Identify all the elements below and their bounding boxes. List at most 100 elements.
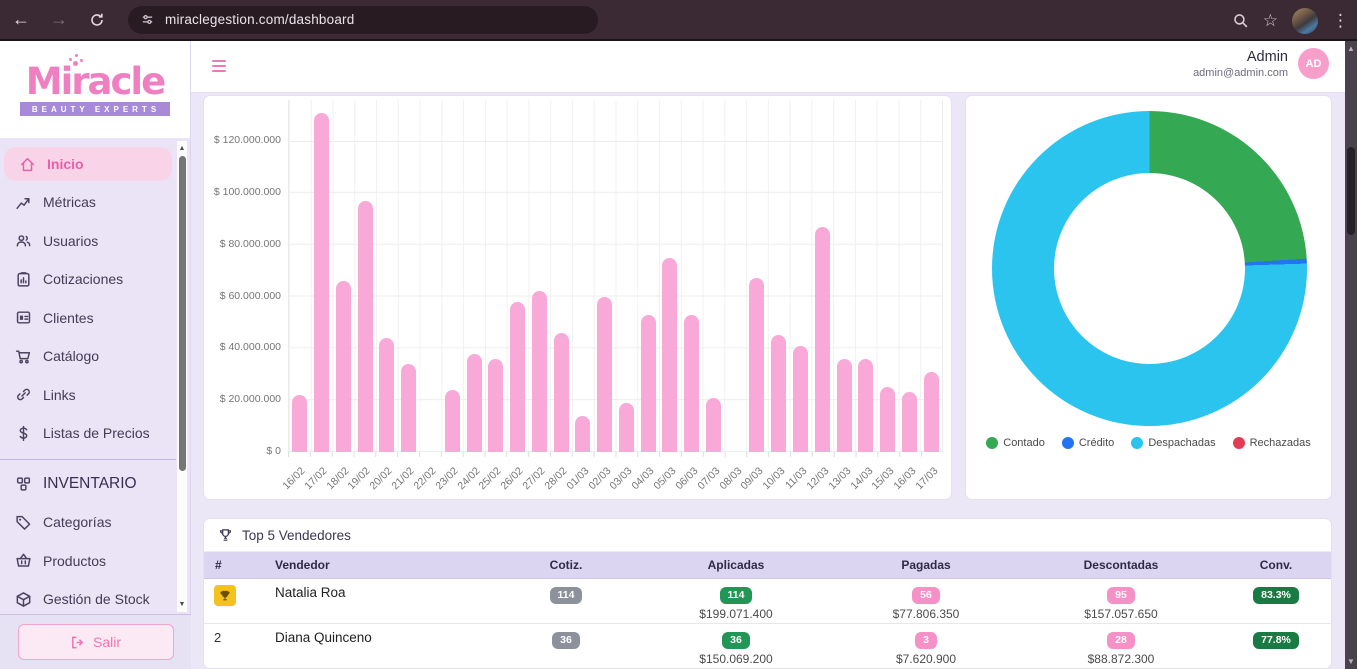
bar-09-03 (749, 278, 765, 452)
legend-label: Contado (1003, 437, 1045, 449)
clients-icon (15, 309, 32, 326)
basket-icon (15, 552, 32, 569)
user-email: admin@admin.com (1193, 66, 1288, 79)
pagadas-amount: $77.806.350 (892, 606, 960, 621)
column-header-descontadas: Descontadas (1083, 558, 1159, 572)
trophy-icon (220, 590, 230, 600)
browser-profile-avatar[interactable] (1292, 7, 1318, 34)
bar-07-03 (705, 397, 721, 452)
sidebar-item-inicio[interactable]: Inicio (4, 147, 172, 181)
sidebar-item-inventario[interactable]: INVENTARIO (0, 465, 176, 504)
bar-06-03 (684, 314, 700, 452)
table-title: Top 5 Vendedores (242, 527, 351, 543)
x-tick-label: 17/02 (302, 465, 330, 493)
sidebar-item-productos[interactable]: Productos (0, 542, 176, 581)
legend-item-contado[interactable]: Contado (986, 437, 1045, 449)
cotiz: 114 (549, 587, 583, 604)
x-tick-label: 15/03 (869, 465, 897, 493)
column-header--: # (215, 558, 222, 572)
site-info-icon[interactable] (140, 12, 155, 27)
logo-subtitle: BEAUTY EXPERTS (19, 102, 171, 116)
legend-item-rechazadas[interactable]: Rechazadas (1232, 437, 1311, 449)
table-header: # Vendedor Cotiz. Aplicadas Pagadas Descontad… (204, 552, 1331, 579)
aplicadas-badge: 114 (719, 587, 753, 604)
sidebar-item-categorias[interactable]: Categorías (0, 503, 176, 542)
status-donut-chart-card: Contado Crédito Despachadas Rechazadas (965, 95, 1332, 500)
sidebar-item-cotizaciones[interactable]: Cotizaciones (0, 260, 176, 299)
sidebar-item-label: Inicio (47, 156, 84, 172)
sidebar-item-label: Listas de Precios (43, 425, 150, 442)
content-header: Admin admin@admin.com AD (191, 41, 1345, 93)
bar-17-03 (923, 371, 939, 452)
sidebar-nav: Inicio Métricas Usuarios Cotizaciones Client… (0, 141, 176, 614)
bar-02-03 (597, 296, 613, 452)
conv: 77.8% (1253, 632, 1299, 649)
logo-title: Miracle (25, 60, 166, 103)
logout-icon (72, 636, 84, 648)
sidebar-item-links[interactable]: Links (0, 376, 176, 415)
forward-icon[interactable]: → (50, 9, 68, 29)
tag-icon (15, 514, 32, 531)
browser-menu-icon[interactable]: ⋮ (1332, 10, 1349, 30)
sidebar-item-label: Categorías (43, 514, 112, 531)
x-tick-label: 12/03 (804, 465, 832, 493)
bar-13-03 (836, 358, 852, 452)
bookmark-icon[interactable]: ☆ (1262, 10, 1278, 30)
x-tick-label: 25/02 (476, 465, 504, 493)
scroll-up-icon[interactable]: ▲ (178, 145, 186, 152)
donut-legend: Contado Crédito Despachadas Rechazadas (966, 437, 1331, 449)
sidebar-item-label: Links (43, 386, 76, 403)
sidebar-item-clientes[interactable]: Clientes (0, 299, 176, 338)
legend-label: Despachadas (1148, 437, 1216, 449)
table-row: 2 Diana Quinceno 36 36 $150.069.200 3 $7.620.9… (204, 624, 1331, 668)
page-scroll-down-icon[interactable]: ▼ (1347, 657, 1355, 666)
legend-dot (1232, 437, 1245, 449)
x-tick-label: 27/02 (520, 465, 548, 493)
reload-icon[interactable] (80, 5, 114, 35)
y-tick-label: $ 120.000.000 (213, 134, 281, 146)
x-tick-label: 28/02 (542, 465, 570, 493)
sidebar-item-label: Clientes (43, 309, 94, 326)
sidebar-divider (0, 458, 176, 460)
sidebar-item-label: Catálogo (43, 348, 100, 365)
bar-10-03 (771, 335, 787, 452)
bar-28-02 (553, 332, 569, 452)
column-header-pagadas: Pagadas (901, 558, 951, 572)
sidebar-item-label: Usuarios (43, 232, 99, 249)
logout-label: Salir (92, 634, 121, 650)
logout-button[interactable]: Salir (17, 624, 174, 660)
x-tick-label: 16/02 (280, 465, 308, 493)
pagadas-amount: $7.620.900 (895, 651, 957, 666)
sidebar-scrollbar[interactable]: ▲ ▼ (177, 141, 187, 612)
descontadas-badge: 95 (1107, 587, 1135, 604)
sidebar-item-metricas[interactable]: Métricas (0, 183, 176, 222)
package-icon (15, 591, 32, 608)
gridlines (289, 141, 942, 452)
scroll-down-icon[interactable]: ▼ (178, 601, 186, 608)
table-row: Natalia Roa 114 114 $199.071.400 56 $77.806.3… (204, 579, 1331, 624)
back-icon[interactable]: ← (12, 9, 30, 29)
metrics-icon (15, 194, 32, 211)
page-scroll-thumb[interactable] (1347, 147, 1355, 235)
sidebar-item-gestion-de-stock[interactable]: Gestión de Stock (0, 580, 176, 614)
x-ticks (288, 452, 943, 457)
sidebar-item-usuarios[interactable]: Usuarios (0, 222, 176, 261)
legend-item-despachadas[interactable]: Despachadas (1131, 437, 1216, 449)
menu-toggle-icon[interactable] (212, 60, 226, 75)
bar-16-03 (901, 392, 917, 452)
page-scrollbar[interactable]: ▲ ▼ (1345, 41, 1357, 669)
aplicadas-amount: $199.071.400 (699, 606, 773, 621)
avatar[interactable]: AD (1298, 48, 1329, 79)
user-box[interactable]: Admin admin@admin.com AD (1193, 48, 1329, 79)
sidebar-scroll-thumb[interactable] (178, 156, 186, 471)
address-bar[interactable]: miraclegestion.com/dashboard (128, 5, 598, 34)
page-scroll-up-icon[interactable]: ▲ (1347, 44, 1355, 53)
bar-chart-plot (288, 100, 943, 452)
zoom-icon[interactable] (1232, 12, 1249, 29)
sidebar-item-listas-de-precios[interactable]: Listas de Precios (0, 414, 176, 453)
x-tick-label: 18/02 (323, 465, 352, 493)
conv: 83.3% (1253, 587, 1299, 604)
legend-item-credito[interactable]: Crédito (1061, 437, 1114, 449)
sidebar-item-catalogo[interactable]: Catálogo (0, 337, 176, 376)
y-tick-label: $ 40.000.000 (219, 341, 281, 354)
